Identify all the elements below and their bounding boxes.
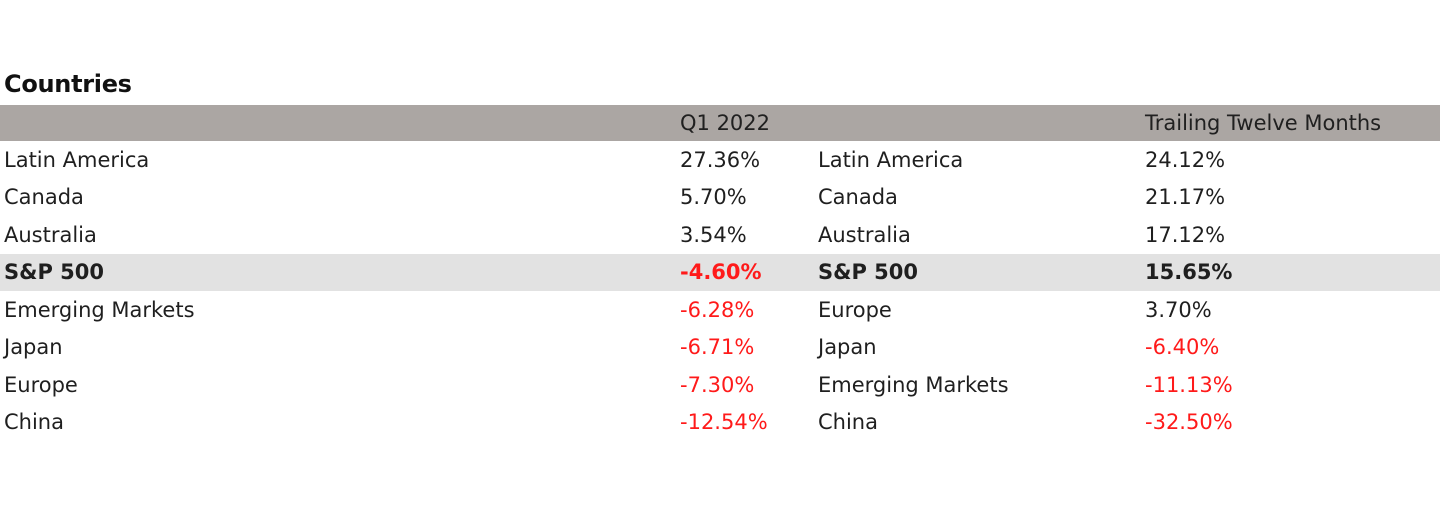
q1-country-cell: Europe xyxy=(4,372,78,397)
q1-country-cell: S&P 500 xyxy=(4,260,104,285)
returns-table: Q1 2022 Trailing Twelve Months Latin Ame… xyxy=(0,105,1440,441)
ttm-return-cell: 15.65% xyxy=(1145,260,1233,285)
q1-return-cell: -6.71% xyxy=(680,335,755,360)
q1-country-cell: Canada xyxy=(4,185,84,210)
q1-country-cell: Latin America xyxy=(4,147,150,172)
q1-return-cell: -12.54% xyxy=(680,410,768,435)
table-row: Europe -7.30% Emerging Markets -11.13% xyxy=(0,366,1440,404)
q1-return-cell: 27.36% xyxy=(680,147,761,172)
ttm-country-cell: Latin America xyxy=(818,147,964,172)
ttm-return-cell: -6.40% xyxy=(1145,335,1220,360)
q1-return-cell: -7.30% xyxy=(680,372,755,397)
ttm-return-cell: 24.12% xyxy=(1145,147,1226,172)
ttm-return-cell: 3.70% xyxy=(1145,297,1212,322)
table-row: S&P 500 -4.60% S&P 500 15.65% xyxy=(0,253,1440,291)
ttm-return-cell: 17.12% xyxy=(1145,222,1226,247)
ttm-country-cell: Japan xyxy=(818,335,877,360)
q1-return-cell: 5.70% xyxy=(680,185,747,210)
table-row: China -12.54% China -32.50% xyxy=(0,404,1440,442)
ttm-country-cell: Australia xyxy=(818,222,911,247)
q1-country-cell: Japan xyxy=(4,335,63,360)
table-row: Australia 3.54% Australia 17.12% xyxy=(0,216,1440,254)
ttm-country-cell: S&P 500 xyxy=(818,260,918,285)
ttm-country-cell: Emerging Markets xyxy=(818,372,1009,397)
table-header-row: Q1 2022 Trailing Twelve Months xyxy=(0,105,1440,141)
ttm-return-cell: -32.50% xyxy=(1145,410,1233,435)
table-row: Canada 5.70% Canada 21.17% xyxy=(0,179,1440,217)
ttm-country-cell: Europe xyxy=(818,297,892,322)
table-title: Countries xyxy=(4,70,132,98)
header-cell-q1-2022: Q1 2022 xyxy=(680,111,771,135)
header-cell-ttm: Trailing Twelve Months xyxy=(1145,111,1382,135)
ttm-country-cell: Canada xyxy=(818,185,898,210)
ttm-country-cell: China xyxy=(818,410,878,435)
table-body: Latin America 27.36% Latin America 24.12% Ca… xyxy=(0,141,1440,441)
q1-return-cell: -6.28% xyxy=(680,297,755,322)
ttm-return-cell: 21.17% xyxy=(1145,185,1226,210)
table-row: Japan -6.71% Japan -6.40% xyxy=(0,329,1440,367)
q1-country-cell: Emerging Markets xyxy=(4,297,195,322)
q1-country-cell: Australia xyxy=(4,222,97,247)
q1-return-cell: 3.54% xyxy=(680,222,747,247)
ttm-return-cell: -11.13% xyxy=(1145,372,1233,397)
q1-return-cell: -4.60% xyxy=(680,260,762,285)
q1-country-cell: China xyxy=(4,410,64,435)
table-row: Emerging Markets -6.28% Europe 3.70% xyxy=(0,291,1440,329)
table-row: Latin America 27.36% Latin America 24.12% xyxy=(0,141,1440,179)
